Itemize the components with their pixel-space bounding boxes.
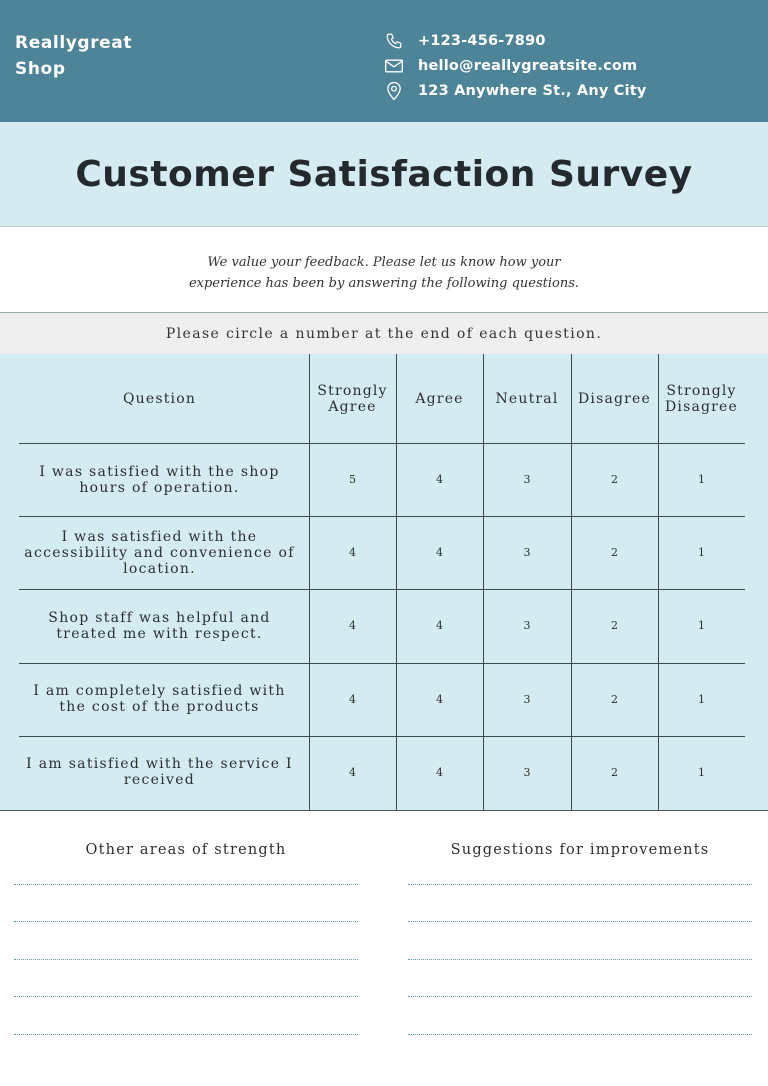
rating-option[interactable]: 4 <box>436 692 443 706</box>
rating-option[interactable]: 4 <box>436 765 443 779</box>
header-band: Reallygreat Shop +123-456-7890 hello@rea… <box>0 0 768 122</box>
rating-option[interactable]: 3 <box>523 546 531 560</box>
column-header-line: Agree <box>415 390 464 407</box>
rating-option[interactable]: 3 <box>523 619 531 633</box>
rating-column-header: Agree <box>396 354 483 443</box>
brand-line-2: Shop <box>15 59 66 79</box>
rating-option[interactable]: 1 <box>698 546 705 560</box>
question-text: I was satisfied with the accessibility an… <box>10 516 309 589</box>
email-address: hello@reallygreatsite.com <box>418 57 638 74</box>
table-row-divider <box>19 663 745 664</box>
survey-table <box>0 354 768 811</box>
improvement-answer-line[interactable] <box>408 884 752 885</box>
table-column-divider <box>571 354 572 810</box>
contact-email-row: hello@reallygreatsite.com <box>383 53 647 78</box>
rating-option[interactable]: 2 <box>611 619 618 633</box>
rating-option[interactable]: 5 <box>349 473 356 487</box>
rating-option[interactable]: 4 <box>349 546 356 560</box>
mail-icon <box>383 56 405 76</box>
rating-option[interactable]: 4 <box>349 765 356 779</box>
question-text-line: location. <box>123 560 196 577</box>
strength-answer-line[interactable] <box>14 959 358 960</box>
rating-option[interactable]: 1 <box>698 619 705 633</box>
improvement-section-title: Suggestions for improvements <box>450 842 710 858</box>
contact-address-row: 123 Anywhere St., Any City <box>383 78 647 103</box>
table-column-divider <box>396 354 397 810</box>
rating-column-header: Strongly Agree <box>309 354 396 443</box>
column-header-line: Disagree <box>664 398 739 415</box>
rating-option[interactable]: 2 <box>611 473 618 487</box>
table-row-divider <box>19 516 745 517</box>
rating-column-header: Neutral <box>483 354 571 443</box>
question-text-line: I was satisfied with the shop <box>39 463 280 480</box>
rating-option[interactable]: 1 <box>698 692 705 706</box>
question-text-line: Shop staff was helpful and <box>48 609 271 626</box>
question-text-line: I am completely satisfied with <box>33 683 286 700</box>
strength-answer-line[interactable] <box>14 884 358 885</box>
rating-option[interactable]: 2 <box>611 546 618 560</box>
rating-option[interactable]: 2 <box>611 765 618 779</box>
rating-option[interactable]: 4 <box>436 619 443 633</box>
question-text-line: I was satisfied with the <box>61 528 258 545</box>
rating-option[interactable]: 4 <box>436 546 443 560</box>
rating-option[interactable]: 3 <box>523 692 531 706</box>
question-text: I am completely satisfied with the cost o… <box>10 663 309 736</box>
column-header-line: Agree <box>328 398 377 415</box>
improvement-answer-line[interactable] <box>408 921 752 922</box>
rating-option[interactable]: 1 <box>698 473 705 487</box>
street-address: 123 Anywhere St., Any City <box>418 82 647 99</box>
question-text-line: accessibility and convenience of <box>24 544 295 561</box>
question-text-line: the cost of the products <box>59 699 260 716</box>
intro-line-2: experience has been by answering the fol… <box>188 276 580 291</box>
location-pin-icon <box>383 81 405 101</box>
question-column-header: Question <box>122 390 197 407</box>
phone-number: +123-456-7890 <box>418 32 546 49</box>
strength-section-title: Other areas of strength <box>85 842 287 858</box>
strength-answer-line[interactable] <box>14 921 358 922</box>
question-text: Shop staff was helpful and treated me wit… <box>10 589 309 662</box>
question-text-line: I am satisfied with the service I <box>26 756 293 773</box>
intro-text: We value your feedback. Please let us kn… <box>150 252 618 294</box>
table-column-divider <box>658 354 659 810</box>
question-text-line: hours of operation. <box>79 479 240 496</box>
improvement-answer-line[interactable] <box>408 1034 752 1035</box>
rating-option[interactable]: 2 <box>611 692 618 706</box>
table-row-divider <box>19 443 745 444</box>
question-text: I was satisfied with the shop hours of op… <box>10 443 309 516</box>
rating-option[interactable]: 4 <box>349 692 356 706</box>
brand-line-1: Reallygreat <box>15 33 133 53</box>
contact-phone-row: +123-456-7890 <box>383 28 647 53</box>
rating-option[interactable]: 4 <box>436 473 443 487</box>
page-title: Customer Satisfaction Survey <box>75 153 693 195</box>
rating-column-header: Disagree <box>571 354 658 443</box>
strength-answer-line[interactable] <box>14 1034 358 1035</box>
contact-info: +123-456-7890 hello@reallygreatsite.com … <box>383 28 647 103</box>
column-header-line: Strongly <box>666 382 737 399</box>
rating-column-header: Strongly Disagree <box>658 354 745 443</box>
column-header-line: Strongly <box>317 382 388 399</box>
improvement-answer-line[interactable] <box>408 959 752 960</box>
rating-option[interactable]: 3 <box>523 765 531 779</box>
rating-option[interactable]: 4 <box>349 619 356 633</box>
phone-icon <box>383 31 405 51</box>
brand-name: Reallygreat Shop <box>15 30 132 82</box>
improvement-answer-line[interactable] <box>408 996 752 997</box>
column-header-line: Neutral <box>495 390 559 407</box>
intro-line-1: We value your feedback. Please let us kn… <box>207 255 561 270</box>
question-text-line: received <box>123 772 196 789</box>
table-column-divider <box>309 354 310 810</box>
instruction-bar: Please circle a number at the end of eac… <box>0 312 768 355</box>
table-row-divider <box>19 589 745 590</box>
rating-option[interactable]: 1 <box>698 765 705 779</box>
question-text-line: treated me with respect. <box>56 625 263 642</box>
column-header-line: Disagree <box>577 390 652 407</box>
table-row-divider <box>19 736 745 737</box>
rating-option[interactable]: 3 <box>523 473 531 487</box>
strength-answer-line[interactable] <box>14 996 358 997</box>
table-column-divider <box>483 354 484 810</box>
title-band: Customer Satisfaction Survey <box>0 122 768 227</box>
